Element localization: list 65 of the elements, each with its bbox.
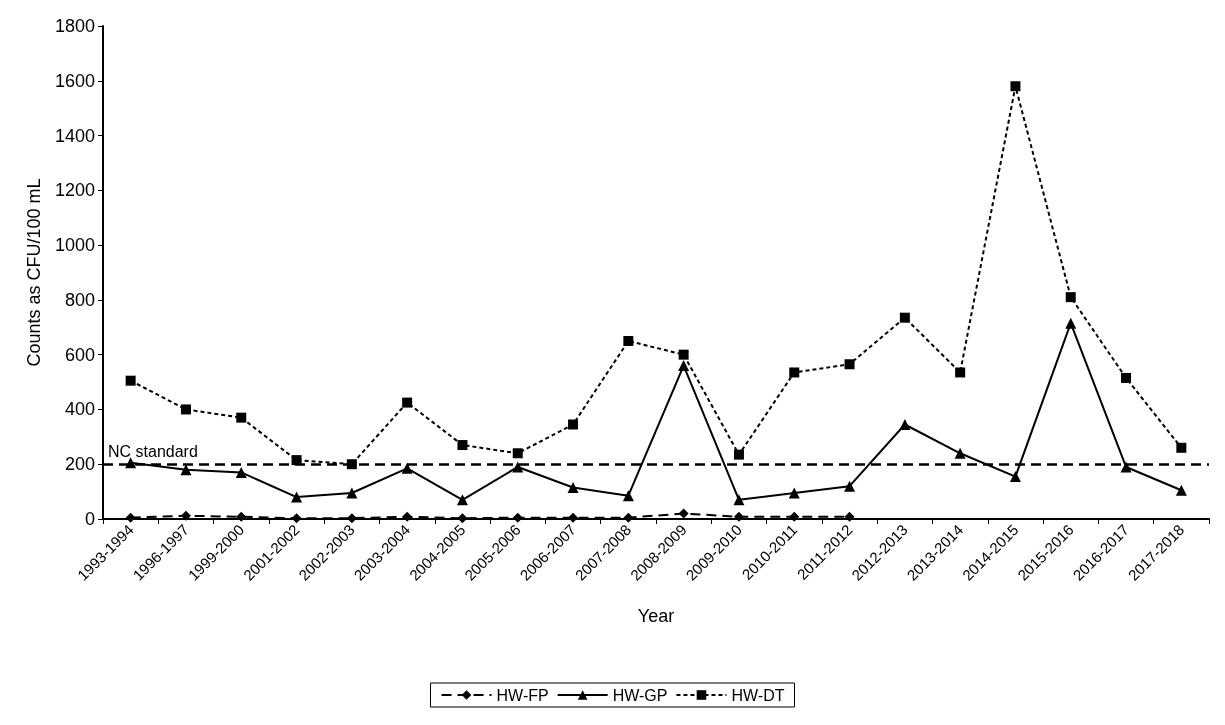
point [789,511,800,522]
y-axis-title: Counts as CFU/100 mL [24,178,44,367]
point [512,512,523,523]
point [733,511,744,522]
point [733,449,744,460]
point [180,464,192,476]
point [1121,372,1132,383]
point [180,404,191,415]
point [291,513,302,524]
point [401,462,413,474]
point [789,367,800,378]
point [291,491,303,503]
point [899,312,910,323]
point [955,367,966,378]
point [180,510,191,521]
point [899,419,911,431]
y-tick-label: 1600 [54,70,95,91]
y-tick-label: 200 [64,454,95,475]
legend-label: HW-FP [496,686,549,704]
point [568,512,579,523]
point [402,511,413,522]
point [1009,471,1021,483]
point [125,512,136,523]
point [954,447,966,459]
point [788,487,800,499]
point [568,419,579,430]
point [235,466,247,478]
point [457,513,468,524]
legend-label: HW-DT [731,686,785,704]
point [1176,442,1187,453]
y-tick-label: 800 [64,289,95,310]
point [236,412,247,423]
point [346,513,357,524]
y-tick-label: 600 [64,344,95,365]
y-tick-label: 1200 [54,180,95,201]
point [844,359,855,370]
point [678,349,689,360]
point [457,440,468,451]
y-tick-label: 1800 [54,16,95,36]
legend-label: HW-GP [612,686,668,704]
point [236,511,247,522]
y-tick-label: 0 [84,509,95,529]
y-tick-label: 400 [64,399,95,420]
point [844,480,856,492]
x-axis-title: Year [637,606,675,626]
point [1010,81,1021,92]
point [567,482,579,493]
point [623,512,634,523]
point [1065,292,1076,303]
point [1175,484,1187,496]
point [125,375,136,386]
point [678,508,689,519]
point [623,335,634,346]
y-tick-label: 1400 [54,125,95,146]
point [1065,317,1077,329]
point [402,397,413,408]
point [456,494,468,506]
point [622,490,634,502]
point [733,494,745,506]
point [512,448,523,459]
point [844,511,855,522]
point [678,360,690,372]
ref-line-label: NC standard [108,442,198,460]
point [346,487,358,499]
y-tick-label: 1000 [54,235,95,256]
